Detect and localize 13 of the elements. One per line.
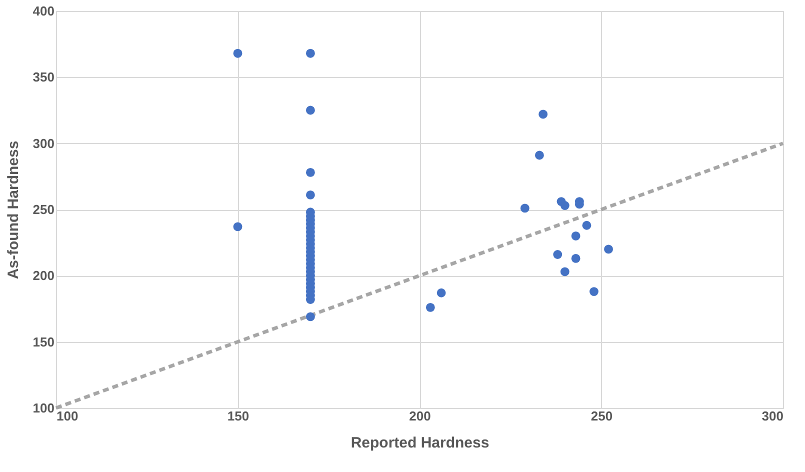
y-tick-label: 300 [32, 136, 54, 151]
x-tick-label: 150 [227, 408, 250, 424]
x-tick-label: 200 [409, 408, 431, 424]
y-tick-label: 350 [32, 70, 54, 85]
y-tick-label: 150 [32, 334, 54, 350]
y-tick-label: 200 [32, 268, 54, 284]
x-axis-title: Reported Hardness [350, 434, 490, 452]
y-tick-label: 400 [32, 4, 54, 18]
x-tick-label: 250 [590, 408, 613, 424]
y-tick-label: 250 [32, 202, 54, 217]
x-tick-label: 300 [762, 408, 784, 424]
x-tick-label: 100 [56, 408, 78, 424]
y-axis-title: As-found Hardness [4, 140, 22, 280]
